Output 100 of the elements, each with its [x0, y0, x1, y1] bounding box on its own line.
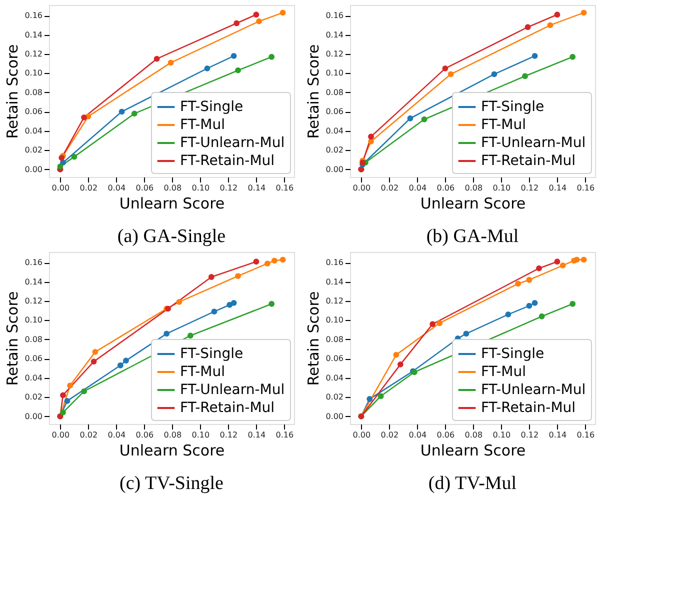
- legend-label: FT-Mul: [180, 117, 225, 133]
- x-tick-label: 0.12: [220, 430, 238, 440]
- point: [463, 330, 470, 337]
- x-tick-label: 0.08: [164, 184, 182, 192]
- point: [532, 52, 538, 59]
- point: [230, 300, 237, 306]
- x-tick-label: 0.06: [436, 430, 455, 440]
- point: [280, 10, 286, 16]
- x-tick-label: 0.08: [464, 184, 483, 192]
- x-axis-title: Unlearn Score: [119, 442, 225, 460]
- point: [368, 134, 374, 140]
- point: [378, 393, 384, 400]
- x-tick-label: 0.14: [548, 184, 567, 192]
- point: [526, 276, 532, 283]
- point: [271, 258, 278, 264]
- point: [235, 67, 241, 74]
- x-tick-label: 0.14: [248, 430, 266, 440]
- x-tick-label: 0.10: [492, 430, 511, 440]
- x-tick-label: 0.12: [520, 184, 539, 192]
- point: [580, 256, 587, 263]
- point: [524, 24, 531, 30]
- y-tick-label: 0.10: [326, 316, 344, 325]
- x-tick-label: 0.04: [408, 430, 427, 440]
- x-tick-label: 0.14: [248, 184, 266, 192]
- x-tick-label: 0.16: [576, 430, 595, 440]
- point: [264, 260, 270, 266]
- point: [421, 116, 428, 122]
- y-tick-label: 0.14: [24, 277, 42, 286]
- x-tick-label: 0.00: [352, 430, 371, 440]
- point: [253, 258, 260, 265]
- point: [554, 258, 560, 265]
- text: (b) GA-Mul: [426, 226, 519, 247]
- x-tick-label: 0.10: [192, 184, 210, 192]
- legend-label: FT-Unlearn-Mul: [481, 382, 586, 398]
- y-axis-title: Retain Score: [304, 291, 323, 386]
- point: [71, 154, 78, 160]
- y-tick-label: 0.08: [24, 334, 42, 344]
- y-tick-label: 0.16: [24, 11, 42, 20]
- point: [442, 65, 448, 72]
- point: [538, 313, 545, 320]
- point: [234, 20, 240, 26]
- x-tick-label: 0.04: [108, 184, 126, 192]
- point: [81, 114, 87, 120]
- point: [60, 392, 66, 398]
- point: [280, 256, 286, 263]
- point: [81, 388, 87, 394]
- y-tick-label: 0.16: [326, 11, 344, 20]
- point: [366, 396, 373, 402]
- x-tick-label: 0.06: [436, 184, 455, 192]
- legend-label: FT-Single: [180, 346, 244, 362]
- point: [230, 52, 237, 59]
- legend-label: FT-Retain-Mul: [481, 400, 576, 416]
- y-axis-title: Retain Score: [304, 44, 323, 139]
- point: [580, 10, 587, 16]
- point: [522, 73, 528, 80]
- x-tick-label: 0.02: [380, 184, 399, 192]
- y-axis-title: Retain Score: [4, 291, 22, 386]
- y-tick-label: 0.08: [326, 88, 344, 97]
- y-tick-label: 0.06: [24, 107, 42, 116]
- point: [268, 54, 275, 60]
- y-tick-label: 0.12: [24, 50, 42, 59]
- x-tick-label: 0.00: [52, 184, 70, 192]
- point: [574, 256, 580, 263]
- point: [393, 352, 400, 358]
- point: [268, 300, 275, 307]
- y-tick-label: 0.04: [24, 126, 42, 136]
- point: [448, 71, 454, 78]
- y-tick-label: 0.12: [24, 296, 42, 306]
- text: (c) TV-Single: [120, 473, 224, 494]
- x-axis-title: Unlearn Score: [420, 442, 526, 460]
- point: [90, 358, 97, 364]
- y-tick-label: 0.00: [326, 412, 344, 421]
- point: [436, 320, 443, 326]
- legend-label: FT-Mul: [481, 117, 526, 133]
- legend-label: FT-Unlearn-Mul: [180, 135, 285, 151]
- point: [515, 280, 521, 287]
- point: [536, 265, 542, 272]
- legend-label: FT-Unlearn-Mul: [481, 135, 586, 151]
- y-tick-label: 0.02: [24, 146, 42, 155]
- point: [164, 330, 170, 337]
- y-tick-label: 0.12: [326, 296, 344, 306]
- y-tick-label: 0.14: [24, 30, 42, 40]
- x-axis-title: Unlearn Score: [420, 194, 526, 212]
- x-tick-label: 0.06: [136, 430, 154, 440]
- legend-label: FT-Single: [481, 99, 544, 115]
- legend-label: FT-Retain-Mul: [180, 400, 275, 416]
- point: [64, 398, 70, 404]
- point: [211, 308, 218, 315]
- x-tick-label: 0.12: [520, 430, 539, 440]
- point: [547, 22, 554, 28]
- legend-label: FT-Mul: [481, 364, 526, 380]
- x-tick-label: 0.00: [352, 184, 371, 192]
- y-tick-label: 0.02: [24, 392, 42, 402]
- x-tick-label: 0.04: [108, 430, 126, 440]
- x-tick-label: 0.16: [276, 430, 294, 440]
- point: [397, 361, 404, 368]
- point: [131, 110, 138, 117]
- y-tick-label: 0.14: [326, 30, 344, 40]
- y-tick-label: 0.16: [326, 258, 344, 268]
- x-tick-label: 0.14: [548, 430, 567, 440]
